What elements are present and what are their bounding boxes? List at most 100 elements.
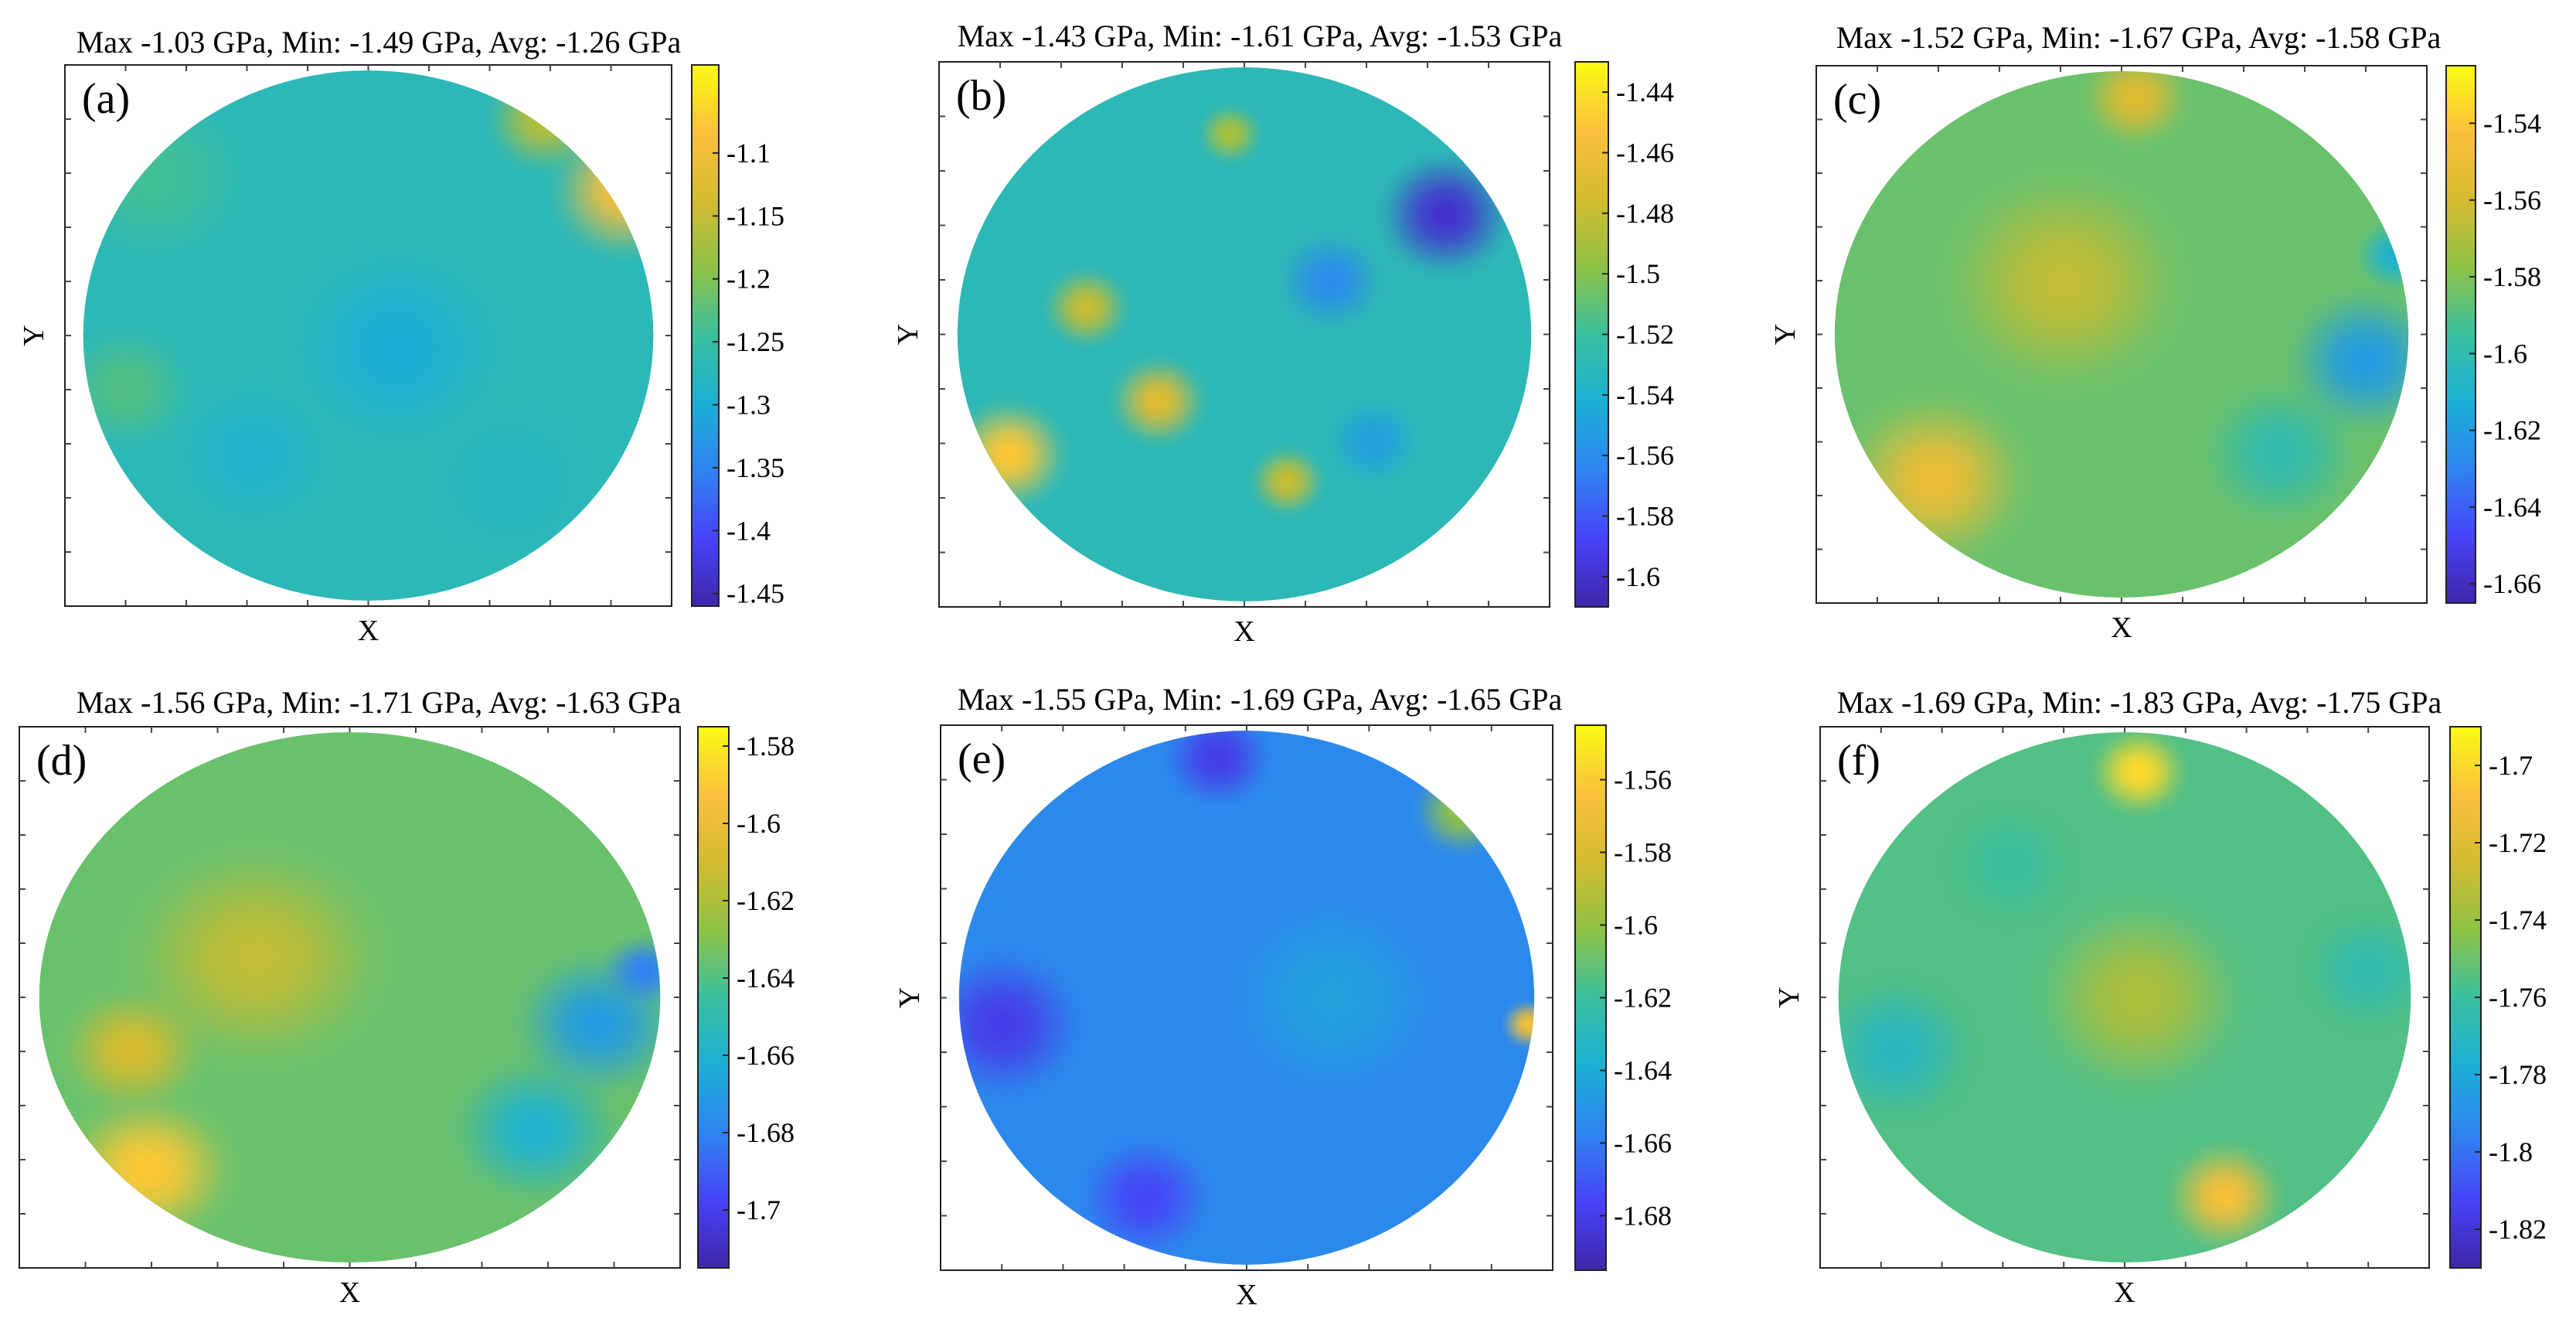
stress-region	[1935, 163, 2193, 400]
stress-region	[1040, 264, 1133, 351]
stress-region	[425, 401, 597, 561]
colorbar-tick-label: -1.6	[737, 808, 781, 839]
stress-region	[1195, 101, 1264, 166]
stress-region	[1247, 444, 1328, 519]
colorbar-tick-label: -1.48	[1616, 198, 1674, 229]
y-axis-label: Y	[1773, 987, 1805, 1007]
panel-title: Max -1.03 GPa, Min: -1.49 GPa, Avg: -1.2…	[77, 25, 682, 60]
colorbar-tick-label: -1.6	[1614, 910, 1658, 941]
stress-region	[1938, 798, 2082, 932]
colorbar-tick-label: -1.54	[2483, 107, 2541, 138]
colorbar-tick-label: -1.56	[2483, 185, 2541, 216]
colorbar-tick-label: -1.7	[737, 1194, 781, 1225]
axis-ticks	[941, 725, 1553, 1270]
colorbar-tick-label: -1.46	[1616, 138, 1674, 169]
colorbar-tick-label: -1.74	[2489, 905, 2547, 935]
panel-label: (e)	[958, 735, 1006, 783]
x-axis-label: X	[339, 1276, 360, 1309]
wafer-map	[1838, 732, 2411, 1263]
colorbar-tick-label: -1.82	[2489, 1214, 2547, 1245]
colorbar-tick-label: -1.7	[2489, 750, 2533, 781]
stress-region	[168, 375, 340, 535]
y-axis-label: Y	[0, 987, 5, 1007]
wafer-map	[1834, 70, 2409, 598]
x-axis-label: X	[2111, 612, 2132, 644]
colorbar-tick-label: -1.58	[737, 731, 795, 762]
axis-ticks	[1820, 727, 2429, 1268]
stress-region	[2162, 1137, 2288, 1255]
panel-label: (a)	[82, 75, 130, 123]
colorbar-tick-label: -1.62	[1614, 983, 1672, 1014]
stress-region	[443, 1050, 630, 1210]
panel-label: (b)	[956, 72, 1006, 120]
stress-region	[2087, 732, 2191, 820]
y-axis-label: Y	[893, 987, 926, 1008]
wafer-map	[39, 732, 661, 1263]
stress-region	[54, 983, 210, 1117]
stress-region	[1273, 227, 1388, 335]
colorbar-tick-label: -1.66	[2483, 568, 2541, 599]
stress-region	[2193, 373, 2366, 532]
colorbar-tick-label: -1.8	[2489, 1136, 2533, 1167]
colorbar	[2445, 65, 2476, 604]
colorbar-tick-label: -1.52	[1616, 319, 1674, 350]
panel-label: (c)	[1833, 76, 1881, 124]
colorbar-tick-label: -1.76	[2489, 982, 2547, 1013]
panel-c: Max -1.52 GPa, Min: -1.67 GPa, Avg: -1.5…	[1769, 20, 2541, 644]
colorbar-tick-label: -1.62	[737, 885, 795, 916]
axis-ticks	[1816, 66, 2427, 603]
colorbar-tick-label: -1.78	[2489, 1059, 2547, 1090]
y-axis-label: Y	[1769, 324, 1802, 345]
stress-region	[958, 944, 1089, 1105]
panel-title: Max -1.52 GPa, Min: -1.67 GPa, Avg: -1.5…	[1836, 20, 2442, 55]
axis-ticks	[19, 727, 680, 1268]
colorbar-tick-label: -1.56	[1614, 765, 1672, 796]
stress-region	[1322, 393, 1425, 489]
colorbar	[691, 64, 720, 607]
stress-region	[2024, 891, 2254, 1104]
colorbar-tick-label: -1.6	[1616, 561, 1660, 592]
colorbar-tick-label: -1.64	[2483, 492, 2541, 523]
colorbar-tick-label: -1.68	[1614, 1201, 1672, 1232]
y-axis-label: Y	[18, 325, 50, 346]
panel-label: (d)	[36, 737, 87, 785]
colorbar-tick-label: -1.66	[1614, 1128, 1672, 1159]
stress-region	[1106, 353, 1210, 450]
colorbar-tick-label: -1.58	[1614, 837, 1672, 868]
colorbar-tick-label: -1.45	[727, 578, 784, 609]
colorbar-tick-label: -1.64	[1614, 1055, 1672, 1086]
colorbar-tick-label: -1.68	[737, 1117, 795, 1148]
panel-title: Max -1.56 GPa, Min: -1.71 GPa, Avg: -1.6…	[77, 685, 682, 720]
x-axis-label: X	[2114, 1276, 2135, 1309]
panel-label: (f)	[1837, 737, 1880, 785]
colorbar-tick-label: -1.54	[1616, 380, 1674, 411]
colorbar-tick-label: -1.1	[727, 138, 771, 169]
colorbar-tick-label: -1.72	[2489, 827, 2547, 858]
stress-region	[2351, 216, 2409, 295]
colorbar-tick-label: -1.62	[2483, 415, 2541, 446]
colorbar-tick-label: -1.2	[727, 264, 771, 295]
x-axis-label: X	[1236, 1279, 1257, 1311]
stress-region	[1074, 1131, 1218, 1265]
panel-e: Max -1.55 GPa, Min: -1.69 GPa, Avg: -1.6…	[893, 682, 1672, 1311]
colorbar-tick-label: -1.56	[1616, 440, 1674, 471]
stress-region	[1499, 997, 1535, 1051]
y-axis-label: Y	[892, 324, 924, 345]
colorbar-tick-label: -1.44	[1616, 77, 1674, 107]
colorbar-tick-label: -1.3	[727, 390, 771, 421]
colorbar-tick-label: -1.64	[737, 963, 795, 993]
stress-region	[1160, 731, 1276, 811]
x-axis-label: X	[358, 615, 379, 647]
stress-region	[282, 242, 511, 455]
stress-region	[1217, 891, 1448, 1105]
panel-title: Max -1.55 GPa, Min: -1.69 GPa, Avg: -1.6…	[958, 682, 1563, 717]
colorbar-tick-label: -1.25	[727, 326, 784, 357]
colorbar-tick-label: -1.35	[727, 452, 784, 483]
stress-region	[2078, 70, 2193, 151]
colorbar-tick-label: -1.15	[727, 200, 784, 231]
colorbar-tick-label: -1.66	[737, 1040, 795, 1071]
stress-region	[597, 931, 661, 1011]
panel-title: Max -1.69 GPa, Min: -1.83 GPa, Avg: -1.7…	[1837, 685, 2442, 720]
colorbar	[697, 726, 730, 1269]
